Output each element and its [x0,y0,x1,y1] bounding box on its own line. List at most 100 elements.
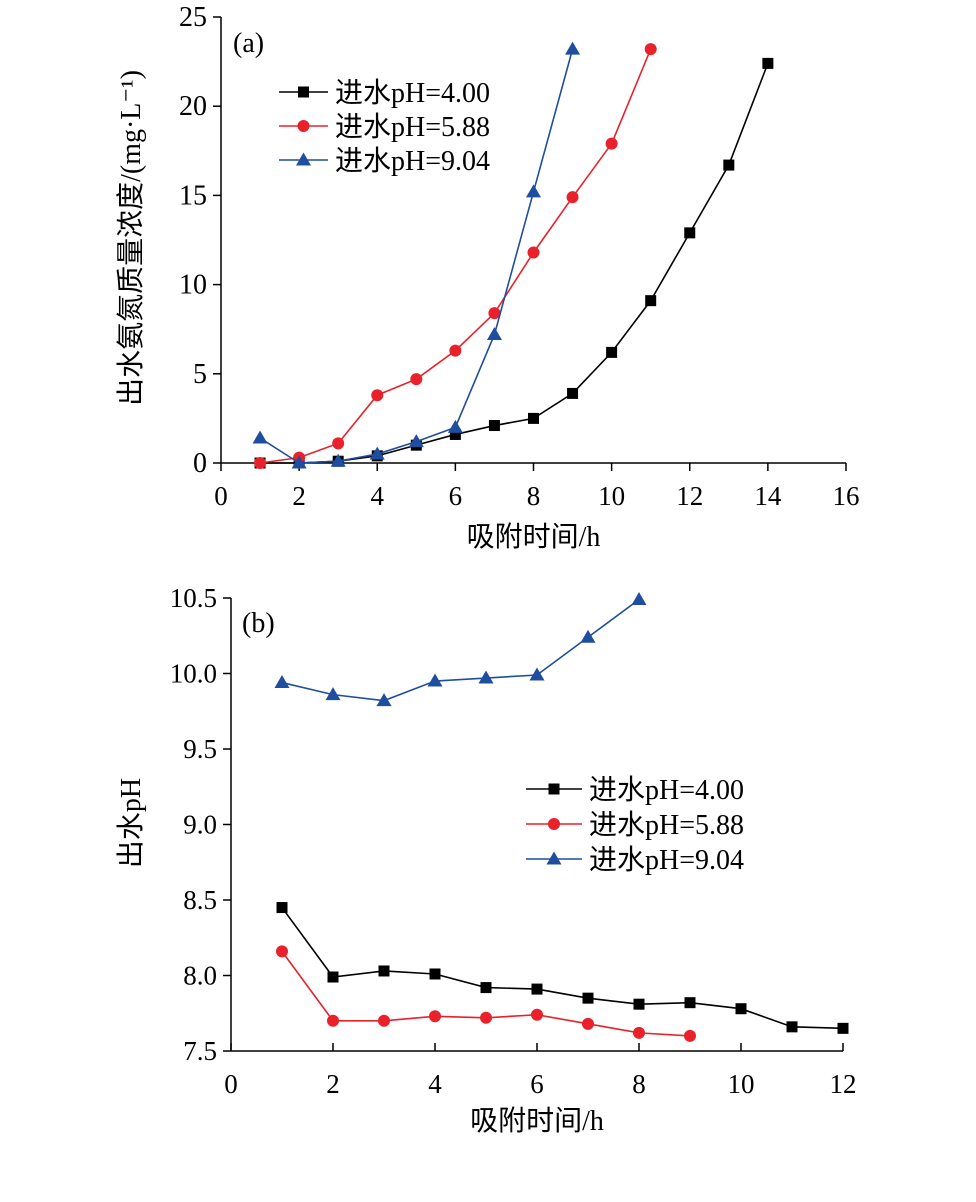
y-tick-label: 15 [179,180,207,211]
y-tick-label: 10.0 [170,659,217,689]
x-tick-label: 16 [833,481,860,511]
data-point [327,971,339,983]
x-tick-label: 10 [728,1069,755,1099]
data-point [631,592,647,606]
data-point [580,629,596,643]
legend-label: 进水pH=5.88 [589,809,744,841]
series-2 [276,945,696,1042]
data-point [332,437,345,450]
data-point [605,137,618,150]
data-point [565,41,581,55]
x-tick-label: 6 [449,481,463,511]
legend-label: 进水pH=5.88 [335,111,490,143]
data-point [427,673,443,687]
x-tick-label: 14 [754,481,782,511]
legend-marker [548,818,560,830]
x-tick-label: 6 [530,1069,544,1099]
y-tick-label: 7.5 [183,1036,217,1066]
x-tick-label: 4 [371,481,385,511]
legend-label: 进水pH=9.04 [589,844,744,876]
data-point [408,434,424,448]
data-point [480,982,492,994]
x-tick-label: 12 [830,1069,857,1099]
legend-label: 进水pH=4.00 [335,77,490,109]
data-point [645,295,657,307]
data-point [606,346,618,358]
series-2 [254,43,657,469]
legend-label: 进水pH=9.04 [335,145,490,177]
data-point [274,675,290,689]
data-point [378,965,390,977]
data-point [531,1008,543,1021]
panel-label: (b) [242,608,275,639]
x-tick-label: 2 [326,1069,340,1099]
y-tick-label: 20 [179,91,207,122]
legend-marker [298,86,309,98]
series-line [281,598,640,702]
data-point [330,453,346,467]
chart-panel-b: 7.5 8.0 8.5 9.0 9.5 10.0 10.5 0 2 4 6 8 10 12 吸附时间/h 出水… [115,583,857,1137]
y-tick-label: 10 [179,270,207,301]
y-tick-label: 9.0 [183,810,217,840]
data-point [684,227,696,239]
data-point [276,902,288,914]
x-tick-label: 8 [527,481,541,511]
legend-label: 进水pH=4.00 [589,774,744,806]
data-point [488,307,501,320]
data-point [633,998,645,1010]
y-axis-title: 出水pH [115,778,147,868]
y-axis-title: 出水氨氮质量浓度/(mg·L⁻¹) [115,70,147,406]
series-1 [276,902,849,1034]
data-point [786,1021,798,1033]
legend-marker [548,783,560,795]
data-point [449,428,461,440]
data-point [528,412,539,424]
data-point [252,430,268,444]
data-point [371,389,384,402]
data-point [376,693,392,707]
data-point [480,1011,492,1024]
x-tick-label: 8 [632,1069,646,1099]
data-point [449,344,462,357]
x-tick-label: 0 [224,1069,238,1099]
data-point [429,968,441,980]
legend-marker [296,152,311,166]
data-point [526,184,541,198]
chart-panel-a: 0 5 10 15 20 25 0 2 4 6 8 10 12 14 16 吸附时间/h 出水氨氮质量浓度/(m… [115,2,860,553]
y-tick-label: 8.5 [183,885,217,915]
y-tick-label: 0 [193,448,207,479]
data-point [567,387,579,399]
data-point [684,997,696,1009]
x-axis-title: 吸附时间/h [470,1105,604,1137]
x-tick-label: 12 [676,481,703,511]
x-tick-label: 10 [598,481,625,511]
data-point [276,945,288,958]
data-point [527,246,540,259]
legend-marker [546,851,562,865]
data-point [291,455,307,469]
legend-marker [297,120,310,132]
data-point [378,1014,390,1027]
data-point [478,670,494,684]
data-point [429,1010,441,1023]
data-point [633,1026,645,1039]
data-point [531,983,543,995]
data-point [723,159,735,171]
x-tick-label: 4 [428,1069,442,1099]
x-tick-label: 0 [214,481,228,511]
data-point [327,1014,339,1027]
data-point [486,327,502,341]
y-tick-label: 5 [193,359,207,390]
data-point [837,1022,849,1034]
y-tick-label: 25 [179,2,207,33]
x-tick-label: 2 [292,481,306,511]
data-point [488,420,500,432]
x-axis-title: 吸附时间/h [467,521,601,553]
data-point [582,992,594,1004]
data-point [529,667,545,681]
y-tick-label: 10.5 [170,583,217,613]
data-point [735,1003,747,1015]
